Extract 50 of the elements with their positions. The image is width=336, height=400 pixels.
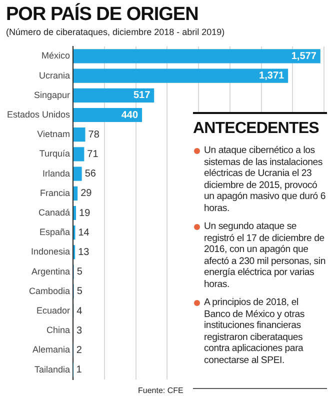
y-tick-label: China (46, 325, 70, 336)
data-label: 19 (79, 208, 91, 219)
data-label: 29 (80, 188, 92, 200)
annotation: Un segundo ataque se registró el 17 de diciembre de 2016, con un apagón que afectó a 230 mil personas, sin energía eléctrica por varias horas. (203, 221, 326, 290)
bar (74, 147, 84, 162)
y-tick-label: Vietnam (37, 129, 70, 140)
data-label: 14 (78, 227, 90, 238)
annotation: Un ataque cibernético a los sistemas de las instalaciones eléctricas de Ucrania el 23 diciembre de 2015, provocó un apagón masivo que duró 6 horas. (203, 145, 327, 214)
data-label: 1 (76, 364, 82, 376)
y-tick-label: Turquía (39, 148, 70, 159)
bar (74, 186, 78, 200)
y-tick-label: Francia (40, 188, 70, 198)
y-tick-label: México (42, 50, 70, 61)
y-tick-label: Argentina (32, 266, 70, 276)
data-label: 71 (87, 148, 99, 160)
chart-title: POR PAÍS DE ORIGEN (6, 4, 198, 26)
y-tick-label: Cambodia (29, 286, 70, 296)
y-tick-label: Estados Unidos (6, 109, 71, 120)
data-label: 3 (76, 325, 83, 336)
y-tick-label: Tailandia (34, 364, 70, 374)
y-tick-label: Irlanda (42, 168, 70, 178)
source-note: Fuente: CFE (138, 386, 184, 395)
data-label: 5 (76, 266, 83, 278)
data-label: 2 (76, 344, 82, 356)
y-tick-label: Singapur (34, 90, 70, 100)
data-label: 13 (78, 246, 90, 258)
data-label: 1,371 (259, 70, 285, 82)
bar (74, 206, 76, 220)
data-label: 517 (133, 90, 151, 102)
bar (74, 49, 320, 64)
y-tick-label: Alemania (32, 344, 70, 355)
bar (74, 68, 288, 83)
annotation: A principios de 2018, el Banco de México y otras instituciones financieras registraron ciberataques contra aplicaciones para conectarse al SPEI. (203, 297, 306, 366)
chart-subtitle: (Número de ciberataques, diciembre 2018 - abril 2019) (6, 27, 225, 37)
y-tick-label: Canadá (38, 207, 70, 218)
data-label: 1,577 (291, 50, 317, 62)
y-tick-label: España (40, 227, 70, 238)
data-label: 56 (84, 168, 96, 180)
y-tick-label: Ucrania (39, 70, 70, 80)
y-tick-label: Indonesia (30, 246, 70, 257)
data-label: 78 (88, 129, 100, 140)
data-label: 440 (121, 110, 138, 121)
annotation: ANTECEDENTES (193, 120, 320, 138)
bar (74, 166, 82, 181)
bar (74, 88, 154, 102)
data-label: 5 (76, 286, 83, 298)
bar (74, 108, 142, 122)
data-label: 4 (76, 306, 83, 317)
y-tick-label: Ecuador (36, 305, 70, 316)
bar (74, 128, 86, 142)
